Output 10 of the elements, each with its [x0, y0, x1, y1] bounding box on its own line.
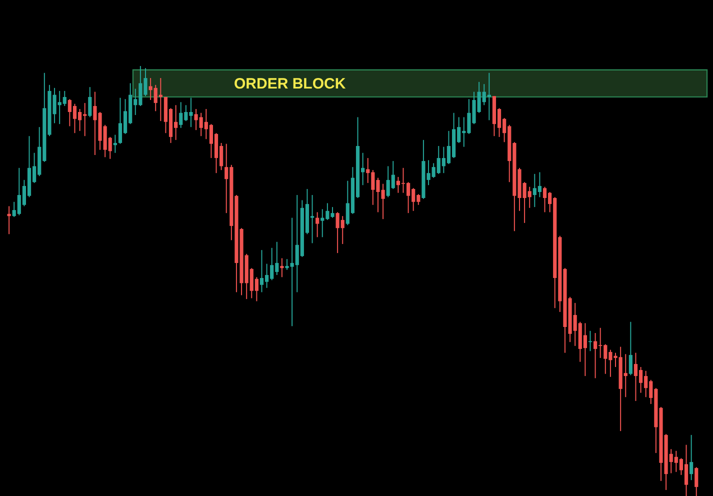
candlestick	[280, 258, 284, 278]
candlestick	[694, 466, 698, 496]
candlestick	[113, 134, 117, 154]
candlestick	[628, 321, 632, 376]
candlestick	[88, 86, 92, 118]
candlestick	[588, 330, 592, 352]
band-label: ORDER BLOCK	[234, 75, 346, 92]
candlestick	[7, 206, 11, 235]
candlestick	[690, 434, 694, 481]
candlestick	[316, 212, 320, 238]
